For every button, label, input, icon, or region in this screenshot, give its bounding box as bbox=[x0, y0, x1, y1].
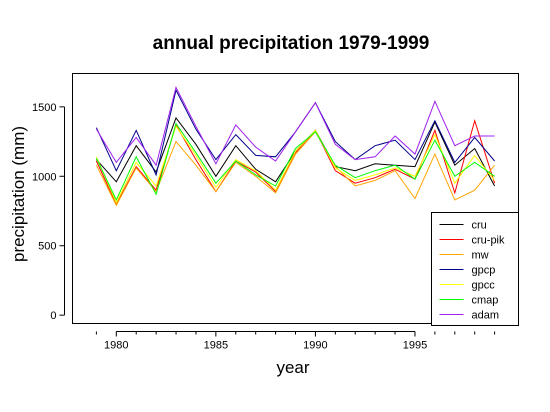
legend-label-cmap: cmap bbox=[472, 295, 499, 307]
plot-area-frame bbox=[72, 73, 519, 324]
legend-label-gpcp: gpcp bbox=[472, 265, 496, 277]
legend-label-gpcc: gpcc bbox=[472, 280, 496, 292]
axes: 1980 1985 1990 1995 0 500 1000 1500 bbox=[32, 102, 496, 352]
legend: cru cru-pik mw gpcp gpcc cmap adam bbox=[431, 212, 519, 326]
series-line-adam bbox=[95, 85, 495, 167]
x-tick-label: 1995 bbox=[403, 340, 427, 352]
y-tick-label: 1500 bbox=[32, 102, 56, 114]
y-axis-title: precipitation (mm) bbox=[9, 126, 28, 262]
chart-title: annual precipitation 1979-1999 bbox=[153, 33, 430, 54]
y-tick-label: 0 bbox=[50, 310, 56, 322]
legend-label-adam: adam bbox=[472, 310, 500, 322]
series-line-cru-pik bbox=[95, 118, 496, 206]
series-line-cmap bbox=[95, 122, 495, 202]
legend-label-mw: mw bbox=[472, 250, 489, 262]
x-tick-label: 1990 bbox=[303, 340, 327, 352]
legend-label-cru-pik: cru-pik bbox=[472, 235, 506, 247]
x-axis-title: year bbox=[276, 358, 309, 377]
series-line-mw bbox=[95, 130, 495, 207]
x-tick-label: 1980 bbox=[104, 340, 128, 352]
series-line-gpcc bbox=[95, 125, 495, 204]
y-tick-label: 1000 bbox=[32, 171, 56, 183]
x-tick-label: 1985 bbox=[204, 340, 228, 352]
data-series bbox=[95, 85, 496, 207]
legend-label-cru: cru bbox=[472, 220, 487, 232]
y-tick-label: 500 bbox=[38, 241, 56, 253]
